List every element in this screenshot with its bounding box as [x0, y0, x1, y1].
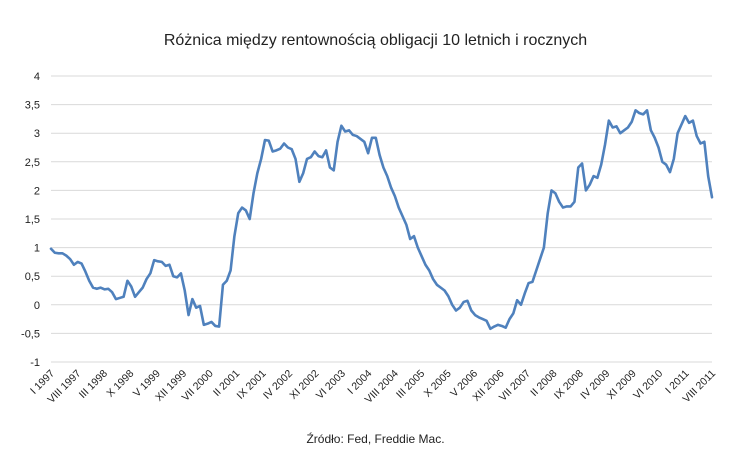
y-tick-label: -1	[30, 357, 40, 369]
x-tick-label: VI 2010	[631, 368, 665, 402]
y-tick-label: 4	[34, 71, 40, 83]
x-tick-label: X 1998	[104, 368, 136, 400]
y-tick-label: 3	[34, 128, 40, 140]
x-tick-label: III 2005	[394, 368, 427, 401]
source-note: Źródło: Fed, Freddie Mac.	[306, 432, 445, 446]
y-tick-label: 1	[34, 243, 40, 255]
y-axis-tick-labels: -1 -0,5 0 0,5 1 1,5 2 2,5 3 3,5 4	[21, 71, 40, 369]
y-tick-label: 0,5	[25, 271, 40, 283]
series-layer	[49, 109, 714, 331]
x-tick-label: III 1998	[77, 368, 110, 401]
y-tick-label: 0	[34, 300, 40, 312]
y-tick-label: 2	[34, 185, 40, 197]
y-tick-label: 3,5	[25, 100, 40, 112]
grid-lines	[51, 75, 712, 363]
x-tick-label: VI 2003	[314, 368, 348, 402]
series-line	[49, 109, 714, 331]
y-tick-label: 2,5	[25, 157, 40, 169]
y-tick-label: -0,5	[21, 328, 40, 340]
y-tick-label: 1,5	[25, 214, 40, 226]
x-tick-label: X 2005	[422, 368, 454, 400]
chart-title: Różnica między rentownością obligacji 10…	[163, 32, 588, 49]
